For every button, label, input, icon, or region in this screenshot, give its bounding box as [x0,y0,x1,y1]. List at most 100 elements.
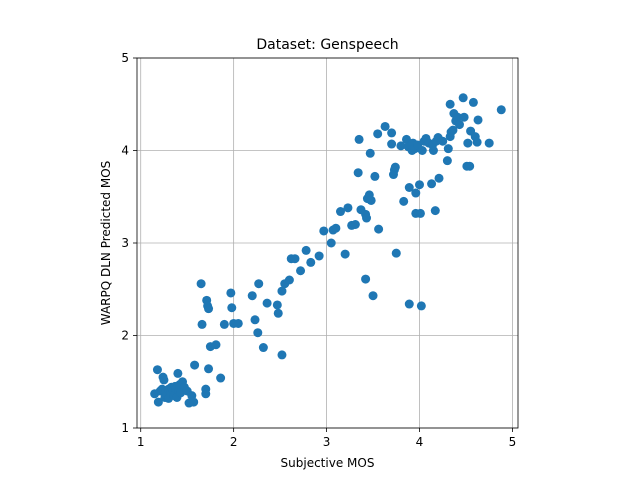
y-tick-label: 4 [121,144,129,158]
data-point [353,168,363,178]
y-axis-ticks: 1 2 3 4 5 [121,51,137,435]
data-point [465,161,475,171]
data-point [290,254,300,264]
data-point [411,188,421,198]
data-point [368,291,378,301]
y-tick-label: 1 [121,421,129,435]
data-point [306,257,316,267]
data-point [391,248,401,258]
data-point [399,196,409,206]
data-point [262,298,272,308]
data-point [496,105,506,115]
data-point [417,146,427,155]
data-point [314,251,324,261]
data-point [362,213,372,223]
data-point [484,138,494,148]
data-point [370,171,380,181]
chart-title: Dataset: Genspeech [256,37,398,53]
data-point [277,350,287,360]
data-point [189,397,199,407]
data-point [473,115,483,125]
data-point [416,301,426,311]
data-point [258,343,268,353]
x-axis-label: Subjective MOS [281,456,375,470]
data-point [343,203,353,213]
data-point [366,195,376,205]
data-points [150,93,506,408]
x-tick-label: 1 [137,435,145,449]
data-point [273,308,283,318]
data-point [250,315,260,325]
y-tick-label: 5 [121,51,129,65]
data-point [216,373,226,383]
data-point [396,141,406,151]
data-point [153,397,163,407]
data-point [448,125,458,135]
data-point [404,183,414,192]
data-point [201,389,211,399]
y-tick-label: 2 [121,329,129,343]
data-point [459,112,469,122]
data-point [472,137,482,147]
data-point [350,220,360,229]
data-point [204,304,214,314]
data-point [387,139,397,149]
x-tick-label: 2 [230,435,238,449]
data-point [319,226,329,236]
data-point [468,97,478,107]
data-point [430,206,440,216]
data-point [173,368,183,378]
data-point [296,266,306,276]
x-tick-label: 3 [323,435,331,449]
y-axis-label: WARPQ DLN Predicted MOS [99,161,113,326]
data-point [380,121,390,131]
data-point [159,375,169,385]
data-point [152,365,162,375]
data-point [387,128,397,138]
data-point [190,360,200,370]
data-point [211,340,221,350]
data-point [227,303,237,313]
data-point [458,93,468,103]
data-point [277,286,287,296]
data-point [197,319,207,329]
data-point [254,279,264,289]
data-point [253,328,263,338]
data-point [443,144,453,154]
x-tick-label: 4 [416,435,424,449]
data-point [454,120,464,130]
data-point [336,207,346,217]
data-point [219,319,229,329]
data-point [247,291,257,301]
data-point [340,249,350,259]
data-point [226,288,236,298]
data-point [204,364,214,374]
data-point [434,173,444,183]
data-point [453,112,463,122]
data-point [463,138,473,148]
x-tick-label: 5 [509,435,517,449]
data-point [427,179,437,189]
data-point [301,245,311,255]
data-point [373,129,383,139]
data-point [361,274,371,284]
data-point [196,279,206,289]
data-point [414,180,424,190]
data-point [365,148,375,158]
data-point [438,136,448,146]
data-point [233,318,243,328]
data-point [442,156,452,166]
data-point [415,208,425,218]
data-point [374,224,384,234]
data-point [390,162,400,172]
data-point [404,299,414,309]
data-point [331,223,341,233]
data-point [284,275,294,285]
data-point [354,134,364,144]
data-point [272,300,282,310]
data-point [445,99,455,109]
data-point [428,146,438,155]
x-axis-ticks: 1 2 3 4 5 [137,428,516,449]
data-point [326,238,336,248]
